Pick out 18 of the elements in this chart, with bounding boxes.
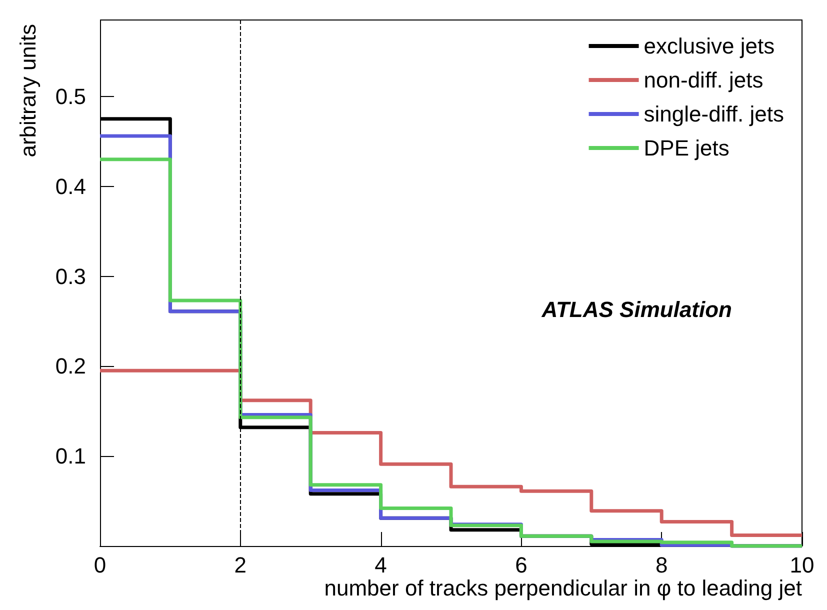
x-tick-label: 8 [655,552,668,578]
y-tick-label: 0.2 [55,354,86,379]
y-tick-label: 0.5 [55,84,86,109]
x-tick-label: 2 [234,552,247,578]
x-tick-label: 10 [790,552,814,578]
y-axis-title: arbitrary units [16,24,40,158]
y-tick-label: 0.4 [55,174,86,199]
legend-label: single-diff. jets [644,102,784,126]
x-tick-label: 4 [374,552,387,578]
legend-label: DPE jets [644,136,730,160]
annotation: ATLAS Simulation [540,296,732,322]
legend-label: non-diff. jets [644,68,764,92]
x-axis-title: number of tracks perpendicular in φ to leading jet [324,576,802,600]
y-tick-label: 0.1 [55,444,86,469]
x-tick-label: 0 [94,552,106,578]
legend-label: exclusive jets [644,34,775,58]
y-tick-label: 0.3 [55,264,86,289]
x-tick-label: 6 [515,552,528,578]
